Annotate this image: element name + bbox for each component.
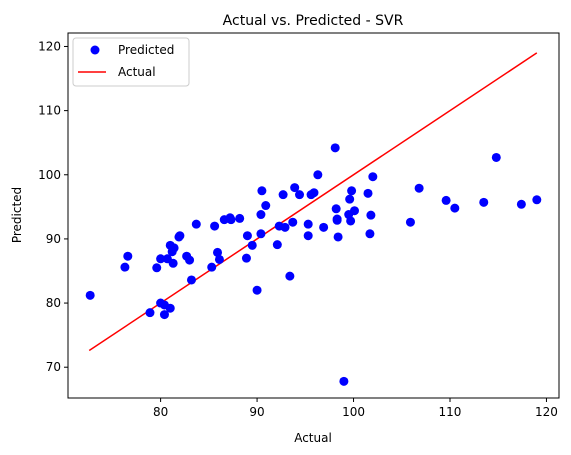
predicted-point bbox=[120, 262, 130, 272]
predicted-point bbox=[303, 219, 313, 229]
x-tick-label: 110 bbox=[439, 405, 462, 419]
predicted-point bbox=[186, 275, 196, 285]
x-tick-label: 100 bbox=[342, 405, 365, 419]
predicted-point bbox=[175, 231, 185, 241]
x-tick-label: 80 bbox=[153, 405, 168, 419]
predicted-point bbox=[288, 217, 298, 227]
predicted-point bbox=[261, 201, 271, 211]
predicted-point bbox=[159, 310, 169, 320]
predicted-point bbox=[332, 214, 342, 224]
predicted-point bbox=[123, 251, 133, 261]
predicted-point bbox=[516, 199, 526, 209]
predicted-point bbox=[185, 255, 195, 265]
predicted-point bbox=[331, 204, 341, 214]
predicted-point bbox=[235, 213, 245, 223]
predicted-point bbox=[313, 170, 323, 180]
x-axis: 80 90 100 110 120 bbox=[153, 398, 558, 419]
predicted-point bbox=[272, 240, 282, 250]
plot-frame bbox=[67, 32, 560, 399]
predicted-point bbox=[168, 258, 178, 268]
predicted-point bbox=[349, 206, 359, 216]
x-tick-label: 90 bbox=[249, 405, 264, 419]
y-axis: 70 80 90 100 110 120 bbox=[38, 39, 68, 374]
predicted-point bbox=[368, 172, 378, 182]
predicted-point bbox=[346, 216, 356, 226]
predicted-point bbox=[330, 143, 340, 153]
predicted-point bbox=[319, 222, 329, 232]
predicted-point bbox=[256, 210, 266, 220]
predicted-point bbox=[226, 215, 236, 225]
predicted-point bbox=[145, 308, 155, 318]
predicted-point bbox=[285, 271, 295, 281]
predicted-point bbox=[295, 190, 305, 200]
predicted-point bbox=[207, 262, 217, 272]
predicted-point bbox=[191, 219, 201, 229]
legend-label-predicted: Predicted bbox=[118, 43, 174, 57]
predicted-point bbox=[365, 229, 375, 239]
predicted-point bbox=[213, 247, 223, 257]
predicted-point bbox=[339, 376, 349, 386]
predicted-point bbox=[491, 152, 501, 162]
x-tick-label: 120 bbox=[535, 405, 558, 419]
predicted-points-layer bbox=[85, 143, 542, 386]
predicted-point bbox=[290, 183, 300, 193]
predicted-point bbox=[414, 183, 424, 193]
y-axis-title: Predicted bbox=[10, 187, 24, 243]
predicted-point bbox=[214, 254, 224, 264]
legend-label-actual: Actual bbox=[118, 65, 156, 79]
y-tick-label: 110 bbox=[38, 104, 61, 118]
predicted-point bbox=[210, 221, 220, 231]
x-axis-title: Actual bbox=[294, 431, 332, 445]
y-tick-label: 90 bbox=[46, 232, 61, 246]
predicted-point bbox=[333, 232, 343, 242]
predicted-point bbox=[257, 186, 267, 196]
predicted-point bbox=[441, 195, 451, 205]
predicted-point bbox=[241, 253, 251, 263]
predicted-point bbox=[532, 195, 542, 205]
legend-marker-predicted bbox=[90, 45, 100, 55]
predicted-point bbox=[450, 203, 460, 213]
y-tick-label: 120 bbox=[38, 39, 61, 53]
predicted-point bbox=[169, 243, 179, 253]
predicted-point bbox=[479, 197, 489, 207]
predicted-point bbox=[345, 194, 355, 204]
legend: Predicted Actual bbox=[72, 37, 190, 87]
predicted-point bbox=[247, 240, 257, 250]
legend-box bbox=[72, 37, 190, 87]
predicted-point bbox=[242, 231, 252, 241]
predicted-point bbox=[278, 190, 288, 200]
predicted-point bbox=[256, 229, 266, 239]
y-tick-label: 70 bbox=[46, 360, 61, 374]
chart-title: Actual vs. Predicted - SVR bbox=[223, 13, 404, 29]
predicted-point bbox=[152, 263, 162, 273]
predicted-point bbox=[156, 254, 166, 264]
predicted-point bbox=[252, 285, 262, 295]
predicted-point bbox=[280, 222, 290, 232]
predicted-point bbox=[366, 210, 376, 220]
predicted-point bbox=[405, 217, 415, 227]
predicted-point bbox=[309, 188, 319, 198]
predicted-point bbox=[85, 290, 95, 300]
predicted-point bbox=[363, 188, 373, 198]
predicted-point bbox=[347, 186, 357, 196]
predicted-point bbox=[303, 231, 313, 241]
y-tick-label: 80 bbox=[46, 296, 61, 310]
predicted-point bbox=[165, 303, 175, 313]
y-tick-label: 100 bbox=[38, 168, 61, 182]
